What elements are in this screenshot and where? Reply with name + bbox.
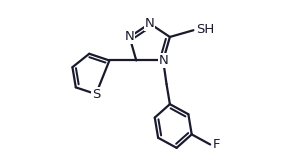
Text: S: S [92, 88, 100, 101]
Text: N: N [125, 30, 134, 44]
Text: N: N [145, 17, 155, 30]
Text: SH: SH [196, 23, 214, 36]
Text: F: F [213, 138, 220, 151]
Text: N: N [158, 54, 168, 67]
